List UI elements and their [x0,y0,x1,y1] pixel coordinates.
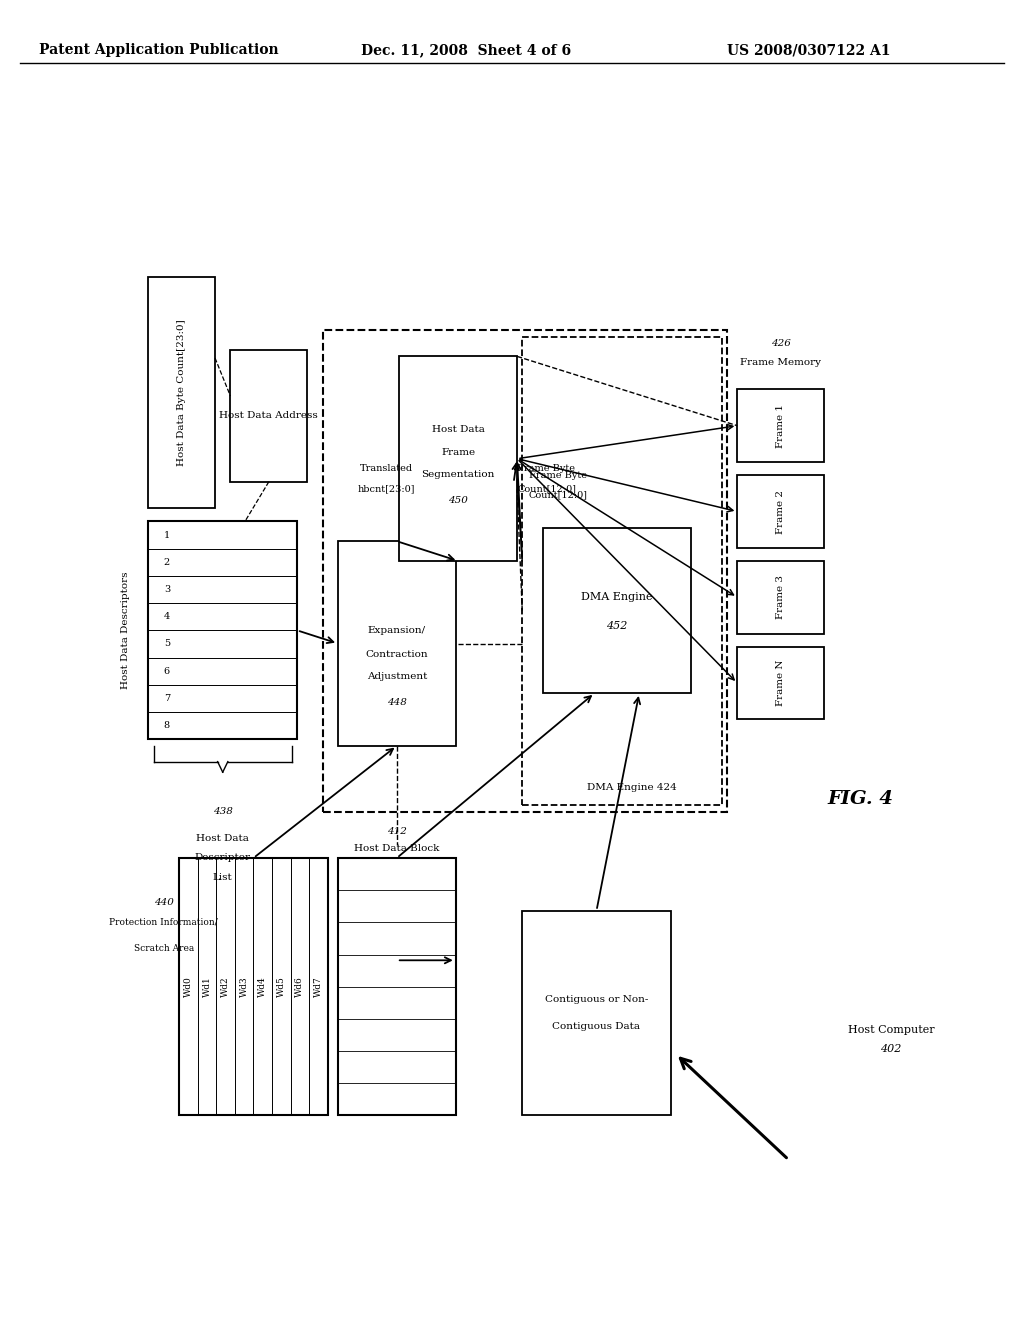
Text: 448: 448 [387,698,407,708]
Bar [148,277,215,508]
Text: Wd7: Wd7 [314,977,323,997]
Text: DMA Engine: DMA Engine [582,593,652,602]
Text: List: List [213,874,232,882]
Text: Host Data Block: Host Data Block [354,845,439,853]
Text: 7: 7 [164,694,170,702]
Text: Patent Application Publication: Patent Application Publication [39,44,279,57]
Text: 438: 438 [213,808,232,816]
Text: Translated: Translated [360,465,413,473]
Text: Contiguous or Non-: Contiguous or Non- [545,995,648,1005]
Text: 450: 450 [449,496,468,506]
Text: 402: 402 [881,1044,901,1055]
Bar [179,858,328,1115]
Text: Frame Memory: Frame Memory [740,359,821,367]
Text: Contiguous Data: Contiguous Data [553,1022,640,1031]
Bar [338,858,456,1115]
Text: Count[12:0]: Count[12:0] [517,484,577,492]
Text: Frame N: Frame N [776,660,785,706]
Text: Host Data Address: Host Data Address [219,412,318,420]
Bar [522,337,722,805]
Bar [737,647,824,719]
Text: Host Computer: Host Computer [848,1024,934,1035]
Bar [522,911,671,1115]
Text: 440: 440 [154,898,174,907]
Text: Host Data: Host Data [197,834,249,842]
Text: Wd4: Wd4 [258,977,267,997]
Bar [737,475,824,548]
Text: 412: 412 [387,828,407,836]
Text: Frame 3: Frame 3 [776,576,785,619]
Text: Host Data Byte Count[23:0]: Host Data Byte Count[23:0] [177,319,186,466]
Text: 1: 1 [164,531,170,540]
Text: 452: 452 [606,622,628,631]
Text: 3: 3 [164,585,170,594]
Text: Wd0: Wd0 [184,977,193,997]
Text: Count[12:0]: Count[12:0] [528,491,588,499]
Text: Wd3: Wd3 [240,977,249,997]
Text: Frame: Frame [441,447,475,457]
Text: Wd1: Wd1 [203,977,212,997]
Bar [323,330,727,812]
Bar [230,350,307,482]
Text: 4: 4 [164,612,170,622]
Text: 2: 2 [164,558,170,566]
Text: Frame 1: Frame 1 [776,404,785,447]
Text: Adjustment: Adjustment [367,672,427,681]
Text: Expansion/: Expansion/ [368,626,426,635]
Text: FIG. 4: FIG. 4 [827,789,893,808]
Text: Frame Byte: Frame Byte [529,471,587,479]
Text: DMA Engine 424: DMA Engine 424 [588,783,677,792]
Text: Wd5: Wd5 [276,977,286,997]
Bar [338,541,456,746]
Text: Frame 2: Frame 2 [776,490,785,533]
Text: 8: 8 [164,721,170,730]
Bar [148,521,297,739]
Text: Host Data Descriptors: Host Data Descriptors [122,572,130,689]
Text: Descriptor: Descriptor [195,854,251,862]
Text: Contraction: Contraction [366,649,428,659]
Text: Protection Information/: Protection Information/ [110,917,218,927]
Bar [399,356,517,561]
Text: hbcnt[23:0]: hbcnt[23:0] [357,484,416,492]
Bar [543,528,691,693]
Bar [737,561,824,634]
Text: Host Data: Host Data [432,425,484,434]
Text: Wd2: Wd2 [221,977,230,997]
Text: Wd6: Wd6 [295,977,304,997]
Bar [737,389,824,462]
Text: US 2008/0307122 A1: US 2008/0307122 A1 [727,44,891,57]
Text: Frame Byte: Frame Byte [517,465,575,473]
Text: Scratch Area: Scratch Area [134,944,194,953]
Text: 426: 426 [771,339,791,347]
Text: 6: 6 [164,667,170,676]
Text: 5: 5 [164,639,170,648]
Text: Segmentation: Segmentation [422,470,495,479]
Text: Dec. 11, 2008  Sheet 4 of 6: Dec. 11, 2008 Sheet 4 of 6 [360,44,571,57]
